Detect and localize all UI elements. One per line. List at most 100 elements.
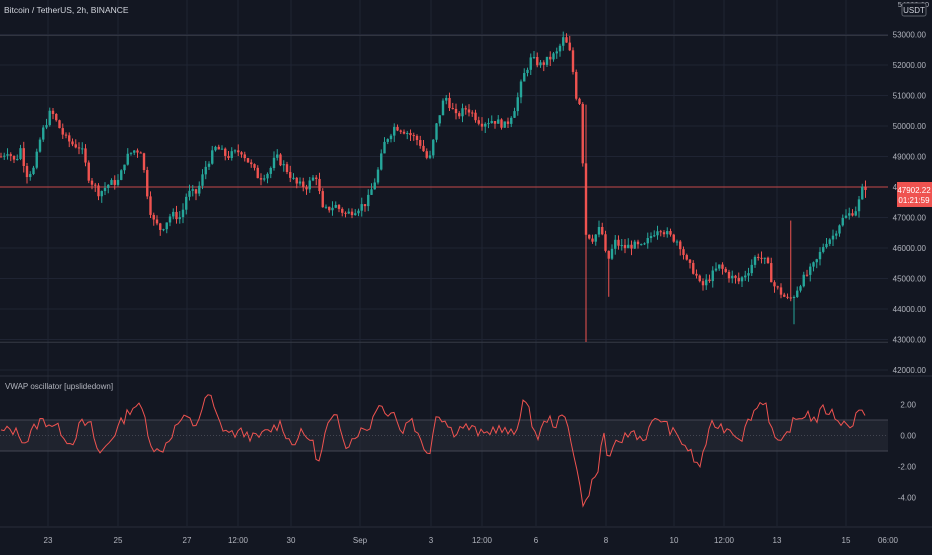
candle-body[interactable] bbox=[812, 262, 815, 267]
candle-body[interactable] bbox=[425, 151, 428, 158]
candle-body[interactable] bbox=[74, 144, 77, 148]
candle-body[interactable] bbox=[308, 180, 311, 190]
candle-body[interactable] bbox=[123, 164, 126, 171]
candle-body[interactable] bbox=[159, 223, 162, 230]
candle-body[interactable] bbox=[126, 153, 129, 165]
candle-body[interactable] bbox=[747, 273, 750, 276]
candle-body[interactable] bbox=[341, 208, 344, 213]
candle-body[interactable] bbox=[360, 204, 363, 211]
candle-body[interactable] bbox=[58, 120, 61, 129]
candle-body[interactable] bbox=[149, 196, 152, 215]
candle-body[interactable] bbox=[344, 212, 347, 214]
candle-body[interactable] bbox=[224, 148, 227, 156]
candle-body[interactable] bbox=[815, 259, 818, 263]
candle-body[interactable] bbox=[389, 135, 393, 140]
candle-body[interactable] bbox=[246, 158, 250, 163]
candle-body[interactable] bbox=[16, 158, 19, 160]
candle-body[interactable] bbox=[380, 153, 383, 170]
oscillator-scale[interactable]: 2.00 0.00 -2.00 -4.00 bbox=[898, 400, 917, 502]
candle-body[interactable] bbox=[828, 239, 831, 244]
candle-body[interactable] bbox=[201, 174, 204, 186]
candle-body[interactable] bbox=[822, 247, 825, 252]
candle-body[interactable] bbox=[259, 178, 263, 180]
candle-body[interactable] bbox=[698, 275, 701, 282]
candle-body[interactable] bbox=[714, 268, 718, 271]
candle-body[interactable] bbox=[857, 199, 861, 212]
candle-body[interactable] bbox=[445, 97, 448, 101]
candle-body[interactable] bbox=[142, 153, 146, 171]
candle-body[interactable] bbox=[133, 150, 136, 153]
candle-body[interactable] bbox=[825, 243, 828, 248]
candle-body[interactable] bbox=[38, 139, 42, 152]
candle-body[interactable] bbox=[175, 211, 178, 220]
candle-body[interactable] bbox=[750, 264, 753, 274]
candle-body[interactable] bbox=[529, 57, 532, 70]
candle-body[interactable] bbox=[597, 227, 601, 235]
candle-body[interactable] bbox=[220, 148, 224, 150]
candle-body[interactable] bbox=[185, 196, 188, 210]
candle-body[interactable] bbox=[604, 234, 607, 251]
candle-body[interactable] bbox=[623, 245, 627, 249]
candle-body[interactable] bbox=[311, 177, 315, 181]
candle-body[interactable] bbox=[6, 154, 9, 156]
candle-body[interactable] bbox=[786, 296, 789, 298]
candle-body[interactable] bbox=[841, 217, 844, 226]
candle-body[interactable] bbox=[305, 187, 308, 190]
candle-body[interactable] bbox=[526, 69, 529, 74]
candle-body[interactable] bbox=[198, 185, 201, 194]
candle-body[interactable] bbox=[162, 229, 165, 231]
candle-body[interactable] bbox=[87, 162, 90, 181]
candle-body[interactable] bbox=[107, 184, 110, 188]
candle-body[interactable] bbox=[269, 168, 272, 174]
candle-body[interactable] bbox=[451, 108, 454, 110]
candle-body[interactable] bbox=[227, 155, 230, 158]
candle-body[interactable] bbox=[474, 112, 477, 121]
candle-body[interactable] bbox=[152, 214, 155, 220]
candle-body[interactable] bbox=[552, 53, 555, 60]
candle-body[interactable] bbox=[818, 251, 822, 260]
candle-body[interactable] bbox=[113, 180, 116, 185]
candle-body[interactable] bbox=[289, 172, 292, 178]
candle-body[interactable] bbox=[737, 277, 740, 282]
candle-body[interactable] bbox=[763, 257, 766, 259]
candle-body[interactable] bbox=[721, 264, 724, 269]
candle-body[interactable] bbox=[146, 170, 149, 197]
oscillator-pane[interactable] bbox=[0, 394, 888, 508]
candle-body[interactable] bbox=[734, 275, 737, 278]
candle-body[interactable] bbox=[51, 110, 55, 115]
candle-body[interactable] bbox=[497, 119, 500, 124]
candle-body[interactable] bbox=[9, 154, 12, 156]
candle-body[interactable] bbox=[536, 57, 539, 66]
candle-body[interactable] bbox=[19, 148, 22, 159]
candle-body[interactable] bbox=[760, 257, 763, 259]
candle-body[interactable] bbox=[29, 174, 32, 178]
candle-body[interactable] bbox=[584, 163, 588, 235]
candle-body[interactable] bbox=[776, 286, 779, 288]
candle-body[interactable] bbox=[727, 271, 731, 279]
candle-body[interactable] bbox=[477, 120, 480, 124]
candle-body[interactable] bbox=[555, 51, 558, 54]
candle-body[interactable] bbox=[178, 217, 181, 220]
candle-body[interactable] bbox=[740, 277, 744, 282]
candle-body[interactable] bbox=[337, 205, 341, 209]
candle-body[interactable] bbox=[110, 180, 113, 185]
candle-body[interactable] bbox=[627, 244, 630, 249]
candle-body[interactable] bbox=[796, 290, 799, 297]
candle-body[interactable] bbox=[565, 37, 568, 43]
candle-body[interactable] bbox=[672, 234, 675, 242]
candle-body[interactable] bbox=[558, 45, 562, 52]
candle-body[interactable] bbox=[120, 170, 123, 180]
candle-body[interactable] bbox=[45, 125, 48, 128]
candle-body[interactable] bbox=[181, 209, 185, 218]
candle-body[interactable] bbox=[773, 282, 776, 287]
candle-body[interactable] bbox=[718, 264, 721, 269]
candle-body[interactable] bbox=[851, 213, 854, 216]
candle-body[interactable] bbox=[614, 239, 617, 249]
candle-body[interactable] bbox=[357, 210, 360, 214]
candle-body[interactable] bbox=[295, 177, 298, 184]
candle-body[interactable] bbox=[263, 178, 266, 180]
candle-body[interactable] bbox=[705, 279, 708, 286]
candle-body[interactable] bbox=[724, 268, 727, 272]
candle-body[interactable] bbox=[328, 206, 331, 211]
